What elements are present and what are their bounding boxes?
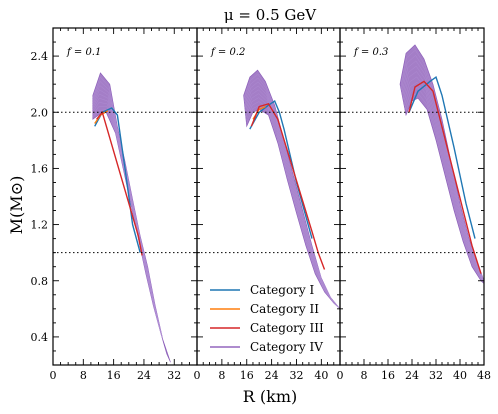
category-iv-curve [92,106,162,336]
category-iv-curve [245,101,340,309]
legend-label-category-iv: Category IV [250,340,323,354]
x-tick-label: 48 [477,369,491,382]
x-tick-label: 8 [361,369,368,382]
chart-title: μ = 0.5 GeV [224,6,317,24]
y-tick-label: 0.8 [31,275,49,288]
y-axis-title: M(M⊙) [7,176,26,235]
x-tick-label: 40 [453,369,467,382]
category-iv-curve [244,81,340,309]
panel-frame [52,27,198,366]
category-iv-curve [402,71,484,283]
category-iv-curve [245,97,340,309]
x-tick-label: 0 [50,369,57,382]
y-tick-label: 0.4 [31,331,49,344]
x-tick-label: 16 [240,369,254,382]
x-tick-label: 8 [218,369,225,382]
category-iv-curve [92,80,163,339]
legend-label-category-iii: Category III [250,321,324,335]
legend: Category I Category II Category III Categor… [210,283,324,354]
x-tick-label: 24 [265,369,279,382]
panel-label: f = 0.3 [353,47,388,58]
category-iv-curve [244,89,340,309]
y-tick-label: 1.2 [31,219,49,232]
category-iv-curve [401,60,484,282]
category-iv-curve [245,93,340,309]
category-iii-curve [250,102,326,270]
category-iv-curve [403,81,484,283]
x-tick-label: 32 [289,369,303,382]
panel-label: f = 0.2 [210,47,245,58]
category-iv-curve [92,89,163,338]
category-iv-curve [400,49,484,282]
x-tick-label: 0 [337,369,344,382]
panel-3: 0 8 16 24 32 40 48 f = 0.3 [337,27,491,382]
category-i-curve [408,75,476,239]
panels: 0 8 16 24 32 f = 0.1 0.4 0.8 1.2 1.6 2.0 2.4 0 8 16 24 3… [31,27,491,382]
x-tick-label: 0 [194,369,201,382]
category-iii-curve [96,110,143,256]
x-tick-label: 8 [80,369,87,382]
y-tick-label: 2.0 [31,106,49,119]
panel-1: 0 8 16 24 32 f = 0.1 0.4 0.8 1.2 1.6 2.0 2.4 [31,27,198,382]
y-tick-label: 2.4 [31,50,49,63]
category-iv-curve [402,65,484,282]
panel-2: 0 8 16 24 32 40 f = 0.2 [194,27,341,382]
y-tick-label: 1.6 [31,162,49,175]
category-iv-band [399,44,484,285]
category-iv-curve [244,77,340,309]
category-iv-curve [92,102,162,336]
category-iv-curve [403,76,484,283]
category-iv-curve [246,105,340,309]
category-iv-curve [92,109,162,335]
x-tick-label: 16 [107,369,121,382]
category-iii-curve [408,80,482,274]
panel-plot-area [243,69,340,310]
category-iv-curve [244,85,340,309]
panel-plot-area [92,72,171,363]
legend-label-category-ii: Category II [250,302,319,316]
x-tick-label: 16 [381,369,395,382]
category-iv-curve [92,93,163,337]
category-iv-curve [405,92,484,284]
x-tick-label: 32 [429,369,443,382]
x-tick-label: 32 [167,369,181,382]
panel-label: f = 0.1 [66,47,101,58]
category-iv-curve [243,73,340,309]
category-iv-curve [92,97,163,337]
x-tick-label: 24 [137,369,151,382]
x-axis-title: R (km) [243,387,297,406]
x-tick-label: 40 [314,369,328,382]
legend-label-category-i: Category I [250,283,314,297]
panel-plot-area [399,44,484,285]
x-tick-label: 24 [405,369,419,382]
